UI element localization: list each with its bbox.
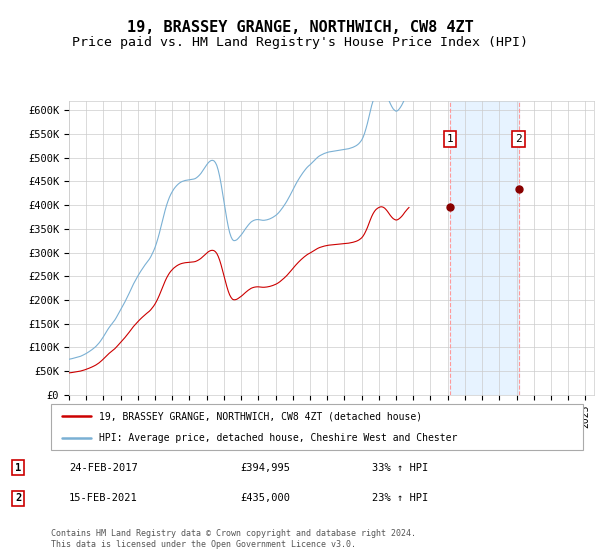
Text: 24-FEB-2017: 24-FEB-2017 <box>69 463 138 473</box>
Text: 19, BRASSEY GRANGE, NORTHWICH, CW8 4ZT (detached house): 19, BRASSEY GRANGE, NORTHWICH, CW8 4ZT (… <box>100 411 422 421</box>
Text: HPI: Average price, detached house, Cheshire West and Chester: HPI: Average price, detached house, Ches… <box>100 433 458 443</box>
Text: £435,000: £435,000 <box>240 493 290 503</box>
Text: 23% ↑ HPI: 23% ↑ HPI <box>372 493 428 503</box>
Text: 2: 2 <box>515 134 522 144</box>
FancyBboxPatch shape <box>51 404 583 450</box>
Text: £394,995: £394,995 <box>240 463 290 473</box>
Text: 2: 2 <box>15 493 21 503</box>
Text: 33% ↑ HPI: 33% ↑ HPI <box>372 463 428 473</box>
Bar <box>450 101 518 395</box>
Text: Contains HM Land Registry data © Crown copyright and database right 2024.
This d: Contains HM Land Registry data © Crown c… <box>51 529 416 549</box>
Text: 15-FEB-2021: 15-FEB-2021 <box>69 493 138 503</box>
Text: 1: 1 <box>15 463 21 473</box>
Text: 19, BRASSEY GRANGE, NORTHWICH, CW8 4ZT: 19, BRASSEY GRANGE, NORTHWICH, CW8 4ZT <box>127 20 473 35</box>
Text: Price paid vs. HM Land Registry's House Price Index (HPI): Price paid vs. HM Land Registry's House … <box>72 36 528 49</box>
Text: 1: 1 <box>446 134 453 144</box>
